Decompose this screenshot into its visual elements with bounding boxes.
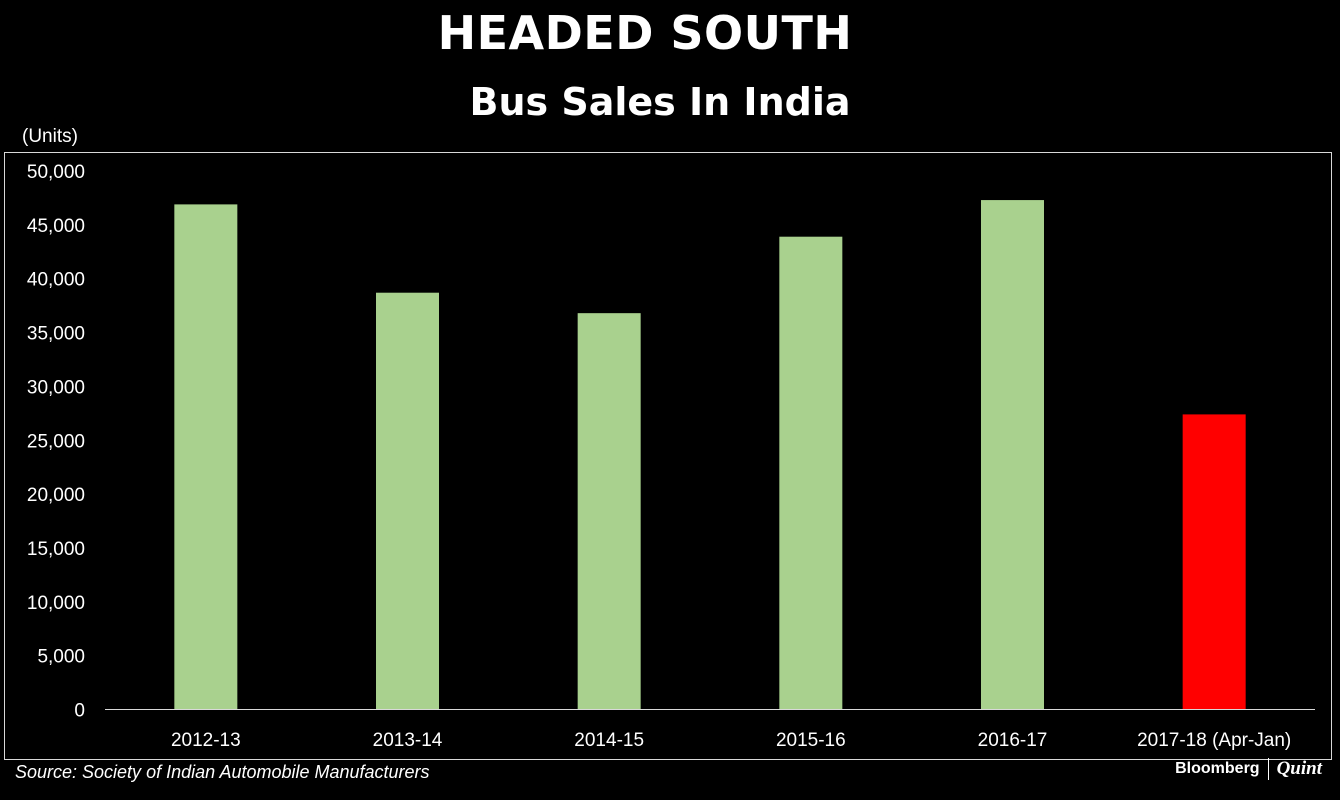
y-tick-label: 10,000 <box>27 593 85 614</box>
bar <box>174 204 238 710</box>
chart-title: HEADED SOUTH <box>437 6 853 60</box>
y-tick-label: 0 <box>74 701 85 722</box>
chart-subtitle: Bus Sales In India <box>469 80 851 124</box>
logo-partner: Quint <box>1276 758 1322 779</box>
y-tick-label: 50,000 <box>27 162 85 183</box>
y-tick-label: 20,000 <box>27 485 85 506</box>
bar <box>577 313 641 710</box>
y-tick-label: 40,000 <box>27 270 85 291</box>
bar <box>981 200 1044 710</box>
x-tick-label: 2013-14 <box>373 730 443 751</box>
plot-frame <box>4 152 1332 760</box>
y-axis: 0 5,000 10,000 15,000 20,000 25,000 30,000 35,0… <box>27 162 85 722</box>
y-tick-label: 30,000 <box>27 377 85 398</box>
x-axis: 2012-13 2013-14 2014-15 2015-16 2016-17 2017-… <box>171 730 1291 751</box>
bar <box>779 236 843 710</box>
logo-brand: Bloomberg <box>1175 760 1260 777</box>
y-tick-label: 25,000 <box>27 431 85 452</box>
x-tick-label: 2016-17 <box>978 730 1048 751</box>
logo-divider <box>1267 758 1269 780</box>
y-tick-label: 35,000 <box>27 324 85 345</box>
y-axis-unit-label: (Units) <box>22 126 78 147</box>
x-tick-label: 2014-15 <box>574 730 644 751</box>
x-tick-label: 2012-13 <box>171 730 241 751</box>
bar <box>1182 414 1246 710</box>
bars-group <box>174 200 1246 710</box>
y-tick-label: 45,000 <box>27 216 85 237</box>
bar <box>376 292 439 710</box>
source-note: Source: Society of Indian Automobile Man… <box>15 762 430 782</box>
x-tick-label: 2017-18 (Apr-Jan) <box>1137 730 1291 751</box>
y-tick-label: 5,000 <box>37 647 85 668</box>
y-tick-label: 15,000 <box>27 539 85 560</box>
brand-logo: Bloomberg Quint <box>1175 758 1322 780</box>
x-tick-label: 2015-16 <box>776 730 846 751</box>
